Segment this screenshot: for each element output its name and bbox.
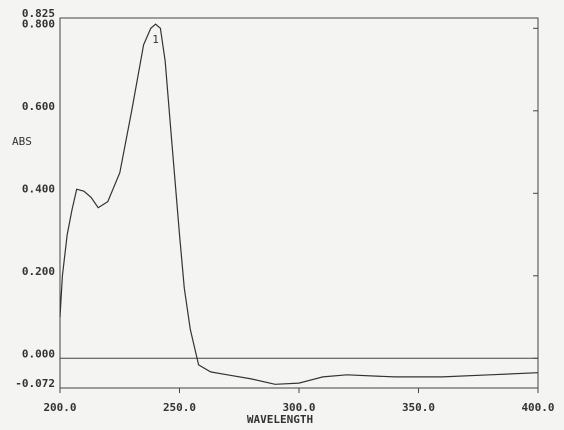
y-tick-label: 0.800 bbox=[22, 17, 55, 30]
y-tick-label: 0.200 bbox=[22, 265, 55, 278]
y-tick-label: 0.000 bbox=[22, 347, 55, 360]
spectrum-line bbox=[59, 23, 539, 385]
y-tick-label: 0.400 bbox=[22, 182, 55, 195]
x-axis-label: WAVELENGTH bbox=[247, 413, 313, 426]
y-tick-label: 0.600 bbox=[22, 100, 55, 113]
x-tick-label: 200.0 bbox=[43, 401, 76, 414]
x-tick-label: 300.0 bbox=[282, 401, 315, 414]
x-tick-label: 350.0 bbox=[402, 401, 435, 414]
x-tick-label: 400.0 bbox=[521, 401, 554, 414]
peak-label: 1 bbox=[152, 33, 159, 46]
y-tick-label: 0.825 bbox=[22, 7, 55, 20]
y-axis-label: ABS bbox=[12, 135, 32, 148]
y-tick-label: -0.072 bbox=[15, 377, 55, 390]
x-tick-label: 250.0 bbox=[163, 401, 196, 414]
plot-frame bbox=[59, 17, 539, 389]
